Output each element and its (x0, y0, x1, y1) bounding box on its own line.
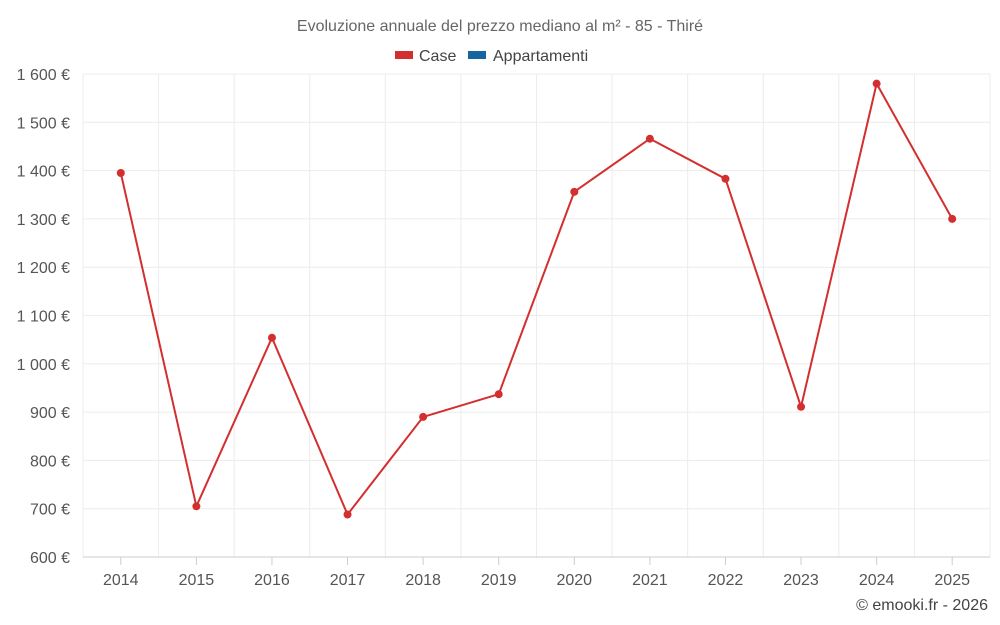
series-line-case (119, 82, 954, 516)
series-group (116, 79, 957, 519)
x-tick-label: 2018 (405, 572, 441, 589)
data-point-case-2020[interactable] (570, 187, 579, 196)
x-tick-label: 2014 (103, 572, 139, 589)
data-point-case-2017[interactable] (343, 510, 352, 519)
y-tick-label: 1 200 € (17, 260, 70, 277)
data-point-case-2024[interactable] (872, 79, 881, 88)
y-tick-label: 700 € (30, 502, 70, 519)
x-tick-label: 2017 (330, 572, 366, 589)
legend-swatch-appartamenti[interactable] (468, 51, 486, 59)
data-point-case-2021[interactable] (645, 134, 654, 143)
x-tick-label: 2023 (783, 572, 819, 589)
data-point-case-2016[interactable] (267, 333, 276, 342)
x-tick-label: 2020 (556, 572, 592, 589)
legend-swatch-case[interactable] (395, 51, 413, 59)
data-point-case-2023[interactable] (797, 402, 806, 411)
y-tick-label: 1 100 € (17, 309, 70, 326)
y-tick-label: 800 € (30, 453, 70, 470)
data-point-case-2018[interactable] (419, 412, 428, 421)
y-tick-label: 1 400 € (17, 164, 70, 181)
y-tick-label: 1 000 € (17, 357, 70, 374)
chart-title: Evoluzione annuale del prezzo mediano al… (297, 18, 703, 35)
data-point-case-2014[interactable] (116, 169, 125, 178)
x-tick-label: 2015 (179, 572, 215, 589)
y-tick-label: 1 500 € (17, 115, 70, 132)
data-point-case-2015[interactable] (192, 502, 201, 511)
x-axis-ticks: 2014 2015 2016 2017 2018 2019 2020 2021 2022 2023… (103, 557, 970, 589)
x-tick-label: 2022 (708, 572, 744, 589)
x-tick-label: 2025 (934, 572, 970, 589)
y-tick-label: 1 300 € (17, 212, 70, 229)
legend-label-appartamenti[interactable]: Appartamenti (493, 48, 588, 65)
legend-label-case[interactable]: Case (419, 48, 456, 65)
x-tick-label: 2016 (254, 572, 290, 589)
credit-text: © emooki.fr - 2026 (856, 597, 988, 614)
data-point-case-2022[interactable] (721, 174, 730, 183)
y-axis-ticks: 600 € 700 € 800 € 900 € 1 000 € 1 100 € 1 200 … (17, 67, 70, 567)
x-tick-label: 2019 (481, 572, 517, 589)
y-tick-label: 600 € (30, 550, 70, 567)
legend: Case Appartamenti (395, 48, 588, 65)
x-tick-label: 2024 (859, 572, 895, 589)
y-tick-label: 900 € (30, 405, 70, 422)
data-point-case-2019[interactable] (494, 390, 503, 399)
x-gridlines (82, 74, 991, 557)
data-point-case-2025[interactable] (948, 214, 957, 223)
x-tick-label: 2021 (632, 572, 668, 589)
y-tick-label: 1 600 € (17, 67, 70, 84)
